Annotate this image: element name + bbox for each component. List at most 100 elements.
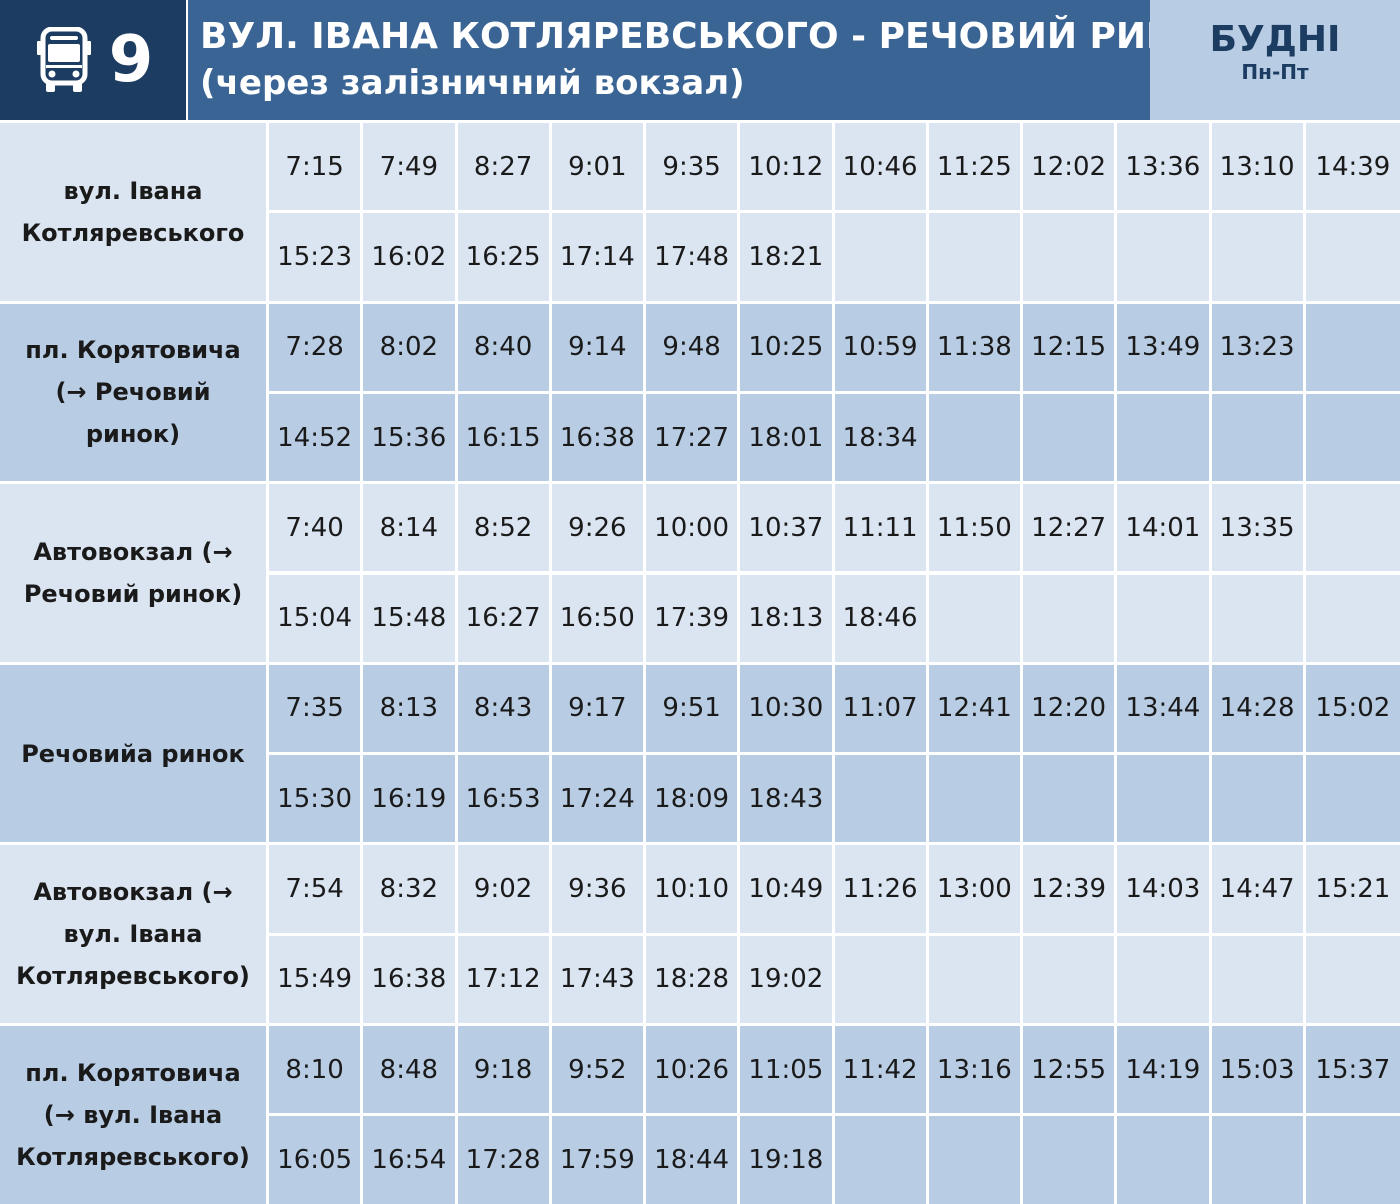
departure-time: 10:49 [740, 845, 832, 933]
departure-time: 11:38 [928, 303, 1020, 391]
empty-cell [1117, 1116, 1209, 1204]
departure-time: 14:28 [1211, 664, 1303, 753]
departure-time: 16:54 [363, 1116, 455, 1204]
departure-time: 8:43 [457, 664, 549, 753]
route-number: 9 [108, 23, 154, 97]
departure-time: 7:54 [269, 845, 361, 933]
departure-time: 12:20 [1023, 664, 1115, 753]
departure-time: 18:34 [834, 393, 926, 482]
departure-time: 8:27 [457, 123, 549, 211]
departure-time: 11:11 [834, 484, 926, 572]
departure-time: 8:02 [363, 303, 455, 391]
empty-cell [1211, 574, 1303, 662]
departure-time: 13:36 [1117, 123, 1209, 211]
departure-time: 17:14 [551, 213, 643, 301]
departure-time: 13:10 [1211, 123, 1303, 211]
empty-cell [1305, 213, 1400, 301]
departure-time: 10:30 [740, 664, 832, 753]
departure-time: 18:09 [646, 755, 738, 843]
empty-cell [834, 213, 926, 301]
departure-time: 9:48 [646, 303, 738, 391]
departure-time: 15:49 [269, 935, 361, 1023]
departure-time: 18:21 [740, 213, 832, 301]
empty-cell [1305, 1116, 1400, 1204]
departure-time: 11:07 [834, 664, 926, 753]
stop-name: Автовокзал (→ Речовий ринок) [0, 484, 266, 662]
timetable: вул. Івана Котляревського 7:15 7:49 8:27 9:0… [0, 120, 1400, 1204]
empty-cell [834, 755, 926, 843]
departure-time: 15:02 [1305, 664, 1400, 753]
schedule-header: 9 ВУЛ. ІВАНА КОТЛЯРЕВСЬКОГО - РЕЧОВИЙ РИ… [0, 0, 1400, 120]
stop-name: Автовокзал (→ вул. Івана Котляревського) [0, 845, 266, 1023]
departure-time: 17:39 [646, 574, 738, 662]
empty-cell [1023, 755, 1115, 843]
departure-time: 11:50 [928, 484, 1020, 572]
departure-time: 11:25 [928, 123, 1020, 211]
days-range: Пн-Пт [1241, 60, 1309, 84]
departure-time: 15:37 [1305, 1026, 1400, 1114]
departure-time: 15:03 [1211, 1026, 1303, 1114]
departure-time: 15:48 [363, 574, 455, 662]
empty-cell [1305, 484, 1400, 572]
departure-time: 11:05 [740, 1026, 832, 1114]
departure-time: 10:10 [646, 845, 738, 933]
departure-time: 19:02 [740, 935, 832, 1023]
empty-cell [834, 1116, 926, 1204]
departure-time: 9:26 [551, 484, 643, 572]
departure-time: 11:26 [834, 845, 926, 933]
departure-time: 13:49 [1117, 303, 1209, 391]
departure-time: 10:00 [646, 484, 738, 572]
stop-name: вул. Івана Котляревського [0, 123, 266, 301]
departure-time: 14:52 [269, 393, 361, 482]
departure-time: 17:28 [457, 1116, 549, 1204]
stop-name: Речовийа ринок [0, 664, 266, 843]
departure-time: 10:59 [834, 303, 926, 391]
departure-time: 12:02 [1023, 123, 1115, 211]
departure-time: 14:03 [1117, 845, 1209, 933]
departure-time: 13:44 [1117, 664, 1209, 753]
departure-time: 10:37 [740, 484, 832, 572]
departure-time: 14:47 [1211, 845, 1303, 933]
departure-time: 9:14 [551, 303, 643, 391]
departure-time: 18:43 [740, 755, 832, 843]
empty-cell [1117, 213, 1209, 301]
departure-time: 15:04 [269, 574, 361, 662]
departure-time: 19:18 [740, 1116, 832, 1204]
departure-time: 14:39 [1305, 123, 1400, 211]
route-subtitle: (через залізничний вокзал) [200, 63, 745, 103]
days-badge: БУДНІ Пн-Пт [1150, 0, 1400, 120]
empty-cell [1211, 213, 1303, 301]
empty-cell [1117, 574, 1209, 662]
departure-time: 7:28 [269, 303, 361, 391]
departure-time: 8:14 [363, 484, 455, 572]
departure-time: 16:25 [457, 213, 549, 301]
empty-cell [1117, 393, 1209, 482]
empty-cell [1305, 574, 1400, 662]
empty-cell [1023, 935, 1115, 1023]
departure-time: 12:41 [928, 664, 1020, 753]
departure-time: 16:15 [457, 393, 549, 482]
departure-time: 18:28 [646, 935, 738, 1023]
empty-cell [1117, 935, 1209, 1023]
stop-name: пл. Корятовича (→ Речовий ринок) [0, 303, 266, 482]
departure-time: 10:25 [740, 303, 832, 391]
departure-time: 10:26 [646, 1026, 738, 1114]
departure-time: 9:35 [646, 123, 738, 211]
departure-time: 9:18 [457, 1026, 549, 1114]
empty-cell [928, 935, 1020, 1023]
departure-time: 8:10 [269, 1026, 361, 1114]
departure-time: 17:24 [551, 755, 643, 843]
departure-time: 15:21 [1305, 845, 1400, 933]
route-badge: 9 [0, 0, 188, 120]
departure-time: 17:43 [551, 935, 643, 1023]
departure-time: 8:48 [363, 1026, 455, 1114]
empty-cell [928, 1116, 1020, 1204]
empty-cell [1023, 574, 1115, 662]
empty-cell [1023, 1116, 1115, 1204]
departure-time: 8:52 [457, 484, 549, 572]
departure-time: 7:15 [269, 123, 361, 211]
empty-cell [1305, 393, 1400, 482]
departure-time: 13:23 [1211, 303, 1303, 391]
departure-time: 7:35 [269, 664, 361, 753]
empty-cell [928, 393, 1020, 482]
